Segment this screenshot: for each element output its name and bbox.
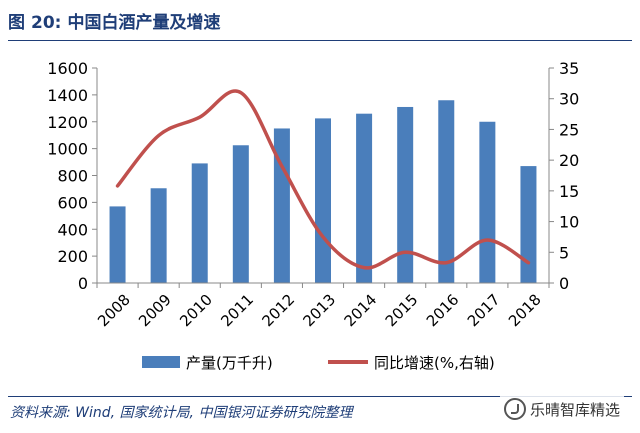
left-tick-label: 0: [78, 274, 88, 293]
title-divider: [8, 40, 632, 41]
bar: [356, 113, 373, 283]
bar-series: [109, 100, 537, 283]
figure-title-text: 中国白酒产量及增速: [67, 13, 221, 33]
figure-title: 图 20: 中国白酒产量及增速: [8, 8, 220, 33]
x-tick-label: 2008: [94, 291, 134, 331]
right-tick-label: 15: [559, 182, 579, 201]
watermark: 乐晴智库精选: [500, 396, 625, 422]
legend-label-bar: 产量(万千升): [186, 354, 273, 372]
x-tick-label: 2017: [464, 291, 504, 331]
right-tick-label: 0: [559, 274, 569, 293]
line-point: [487, 240, 488, 241]
bar: [479, 121, 496, 283]
left-tick-label: 600: [57, 193, 88, 212]
legend-label-line: 同比增速(%,右轴): [374, 354, 495, 372]
chart-legend: 产量(万千升) 同比增速(%,右轴): [142, 354, 495, 372]
growth-line: [115, 89, 531, 270]
line-point: [405, 252, 406, 253]
x-tick-label: 2011: [217, 291, 257, 331]
x-tick-label: 2010: [176, 291, 216, 331]
figure-label: 图: [8, 13, 25, 33]
left-tick-label: 1200: [47, 113, 88, 132]
left-tick-label: 200: [57, 247, 88, 266]
right-tick-label: 35: [559, 59, 579, 78]
bar: [150, 188, 167, 283]
line-point: [281, 166, 282, 167]
left-tick-label: 1400: [47, 86, 88, 105]
chart-axes: 0 200 400 600 800 1000 1200 1400 1600 0 5 10 15 20 25 3…: [47, 59, 579, 330]
line-point: [528, 262, 529, 263]
line-point: [199, 117, 200, 118]
x-tick-label: 2018: [505, 291, 545, 331]
x-tick-label: 2009: [135, 291, 175, 331]
source-note: 资料来源: Wind, 国家统计局, 中国银河证券研究院整理: [10, 405, 353, 421]
line-point: [323, 236, 324, 237]
right-tick-label: 20: [559, 151, 579, 170]
line-point: [446, 262, 447, 263]
right-tick-label: 10: [559, 213, 579, 232]
x-tick-label: 2015: [382, 291, 422, 331]
line-series: [115, 89, 531, 270]
bar: [191, 163, 208, 283]
figure-number: 20:: [31, 13, 62, 33]
left-tick-label: 800: [57, 167, 88, 186]
left-tick-label: 400: [57, 220, 88, 239]
line-point: [117, 185, 118, 186]
left-tick-label: 1600: [47, 59, 88, 78]
bar: [520, 166, 537, 283]
bar: [397, 106, 414, 283]
x-tick-label: 2012: [258, 291, 298, 331]
wechat-logo-icon: [504, 398, 526, 420]
left-tick-label: 1000: [47, 140, 88, 159]
x-tick-label: 2013: [300, 291, 340, 331]
bar: [315, 118, 331, 283]
x-tick-label: 2016: [423, 291, 463, 331]
footer-divider: [8, 396, 632, 397]
line-point: [364, 267, 365, 268]
bar: [273, 128, 290, 283]
bar: [438, 100, 455, 283]
x-tick-label: 2014: [341, 291, 381, 331]
watermark-text: 乐晴智库精选: [530, 400, 621, 419]
line-point: [158, 135, 159, 136]
line-point: [240, 92, 241, 93]
bar: [232, 145, 249, 283]
right-tick-label: 30: [559, 90, 579, 109]
legend-swatch-bar: [142, 356, 180, 368]
right-tick-label: 5: [559, 243, 569, 262]
bar: [109, 206, 126, 283]
right-tick-label: 25: [559, 120, 579, 139]
